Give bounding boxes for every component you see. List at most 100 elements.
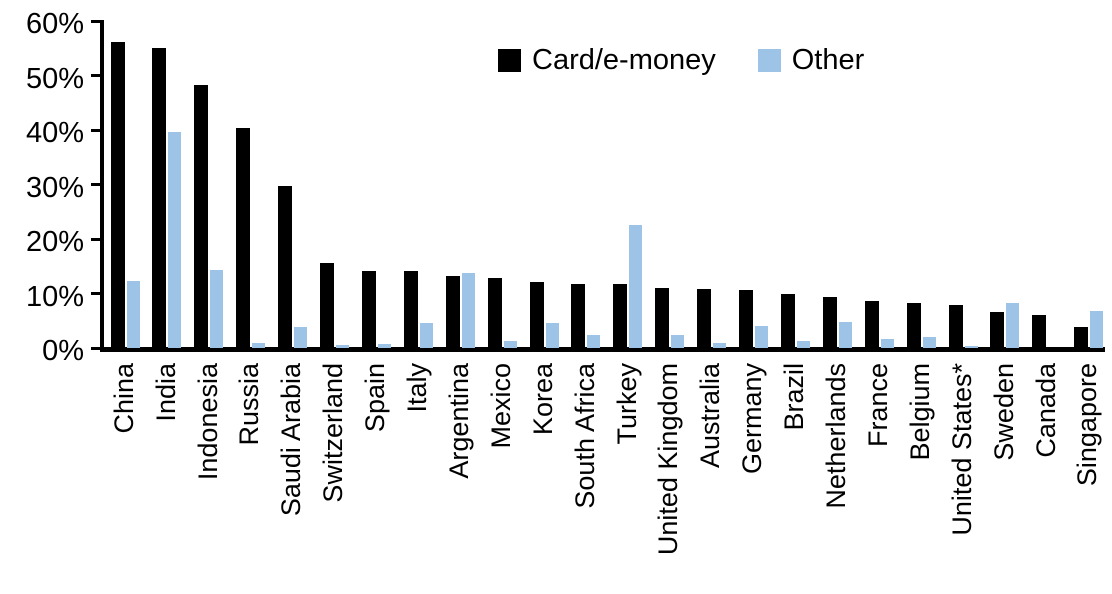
bar-card-e-money [529, 281, 544, 348]
bar-card-e-money [361, 270, 376, 348]
x-axis-category-label: Brazil [773, 363, 815, 593]
x-axis-category-label-text: Switzerland [318, 363, 349, 503]
bar-card-e-money [822, 297, 837, 348]
y-axis-tick-mark [91, 237, 103, 241]
x-axis-category-label: Singapore [1067, 363, 1109, 593]
bar-card-e-money [278, 186, 293, 348]
y-axis-tick-label: 20% [25, 226, 84, 258]
bar-other [587, 335, 601, 348]
x-axis-category-label: Spain [354, 363, 396, 593]
bar-card-e-money [697, 288, 712, 348]
x-axis-category-label: Russia [229, 363, 271, 593]
bar-card-e-money [1074, 326, 1089, 348]
x-axis-category-label: Italy [396, 363, 438, 593]
bar-card-e-money [780, 293, 795, 348]
x-axis-category-label-text: Germany [737, 363, 768, 475]
x-axis-category-label-text: Argentina [443, 363, 474, 479]
legend-item-card: Card/e-money [498, 44, 716, 77]
x-axis-category-label: Switzerland [313, 363, 355, 593]
legend-label-other: Other [791, 44, 865, 76]
bar-card-e-money [320, 262, 334, 348]
x-axis-category-label-text: United Kingdom [653, 363, 684, 556]
x-axis-category-label: Argentina [438, 363, 480, 593]
x-axis-category-label-text: Saudi Arabia [276, 363, 307, 517]
y-axis-tick-mark [91, 346, 103, 350]
x-axis-category-label-text: Spain [360, 363, 391, 433]
bar-other [1006, 303, 1020, 348]
y-axis-line [100, 20, 104, 352]
x-axis-category-label: South Africa [564, 363, 606, 593]
legend-swatch-other [757, 49, 781, 72]
x-axis-category-label: Sweden [983, 363, 1025, 593]
x-axis-category-label: United Kingdom [648, 363, 690, 593]
bar-other [503, 341, 517, 348]
y-axis-tick-label: 30% [25, 171, 84, 204]
x-axis-category-label-text: India [150, 363, 181, 422]
x-axis-category-label-text: Russia [234, 363, 265, 446]
y-axis-tick-label: 10% [25, 280, 84, 313]
bar-other [252, 343, 266, 348]
bar-card-e-money [990, 312, 1005, 348]
x-axis-category-label-text: Indonesia [192, 363, 223, 481]
x-axis-category-label-text: Singapore [1072, 363, 1103, 487]
x-axis-category-label-text: China [108, 363, 139, 434]
x-axis-category-label-text: Sweden [988, 363, 1019, 461]
bar-card-e-money [906, 303, 921, 348]
y-axis-tick-label: 0% [42, 335, 84, 367]
bar-card-e-money [1032, 315, 1047, 348]
bar-other [838, 321, 852, 348]
bar-card-e-money [194, 84, 209, 348]
y-axis-tick-mark [91, 183, 103, 186]
bar-other [1090, 311, 1104, 348]
x-axis-category-label-text: Canada [1030, 363, 1061, 458]
bar-card-e-money [655, 287, 670, 348]
x-axis-category-label-text: Belgium [904, 363, 935, 461]
bar-other [922, 336, 936, 348]
x-axis-category-label: Mexico [480, 363, 522, 593]
x-axis-category-label: Turkey [606, 363, 648, 593]
x-axis-category-label-text: United States* [946, 363, 977, 536]
y-axis-tick-mark [91, 128, 103, 132]
y-axis-tick-mark [91, 74, 103, 77]
bar-card-e-money [613, 284, 628, 348]
x-axis-category-label: France [857, 363, 899, 593]
x-axis-category-label: Netherlands [815, 363, 857, 593]
x-axis-category-label-text: Netherlands [821, 363, 852, 509]
x-axis-category-label: Saudi Arabia [271, 363, 313, 593]
bar-other [336, 344, 349, 348]
x-axis-category-label: India [145, 363, 187, 593]
bar-other [461, 272, 475, 348]
bar-card-e-money [571, 284, 586, 348]
x-axis-category-label: Korea [522, 363, 564, 593]
y-axis-tick-label: 40% [25, 117, 84, 149]
bar-other [629, 224, 643, 348]
x-axis-category-label-text: Brazil [779, 363, 810, 431]
bar-card-e-money [403, 271, 418, 348]
bar-other [126, 280, 140, 348]
bar-other [419, 323, 433, 348]
x-axis-line [100, 347, 1105, 352]
bar-other [713, 342, 727, 348]
bar-other [210, 269, 224, 348]
bar-other [671, 335, 685, 348]
x-axis-category-label: Belgium [899, 363, 941, 593]
x-axis-category-label: Canada [1025, 363, 1067, 593]
x-axis-category-label: Australia [690, 363, 732, 593]
y-axis-tick-mark [91, 19, 103, 23]
y-axis-tick-mark [91, 292, 103, 295]
bar-other [294, 327, 308, 348]
bar-other [545, 322, 559, 348]
bar-card-e-money [948, 304, 963, 348]
x-axis-category-label-text: Mexico [485, 363, 516, 449]
x-axis-category-label: United States* [941, 363, 983, 593]
x-axis-category-label-text: France [862, 363, 893, 448]
bar-other [168, 131, 182, 348]
legend-item-other: Other [757, 44, 865, 77]
x-axis-category-label: Indonesia [187, 363, 229, 593]
bar-card-e-money [152, 48, 167, 348]
legend-label-card-e-money: Card/e-money [532, 44, 716, 76]
bar-card-e-money [739, 290, 753, 348]
bar-other [964, 346, 978, 348]
